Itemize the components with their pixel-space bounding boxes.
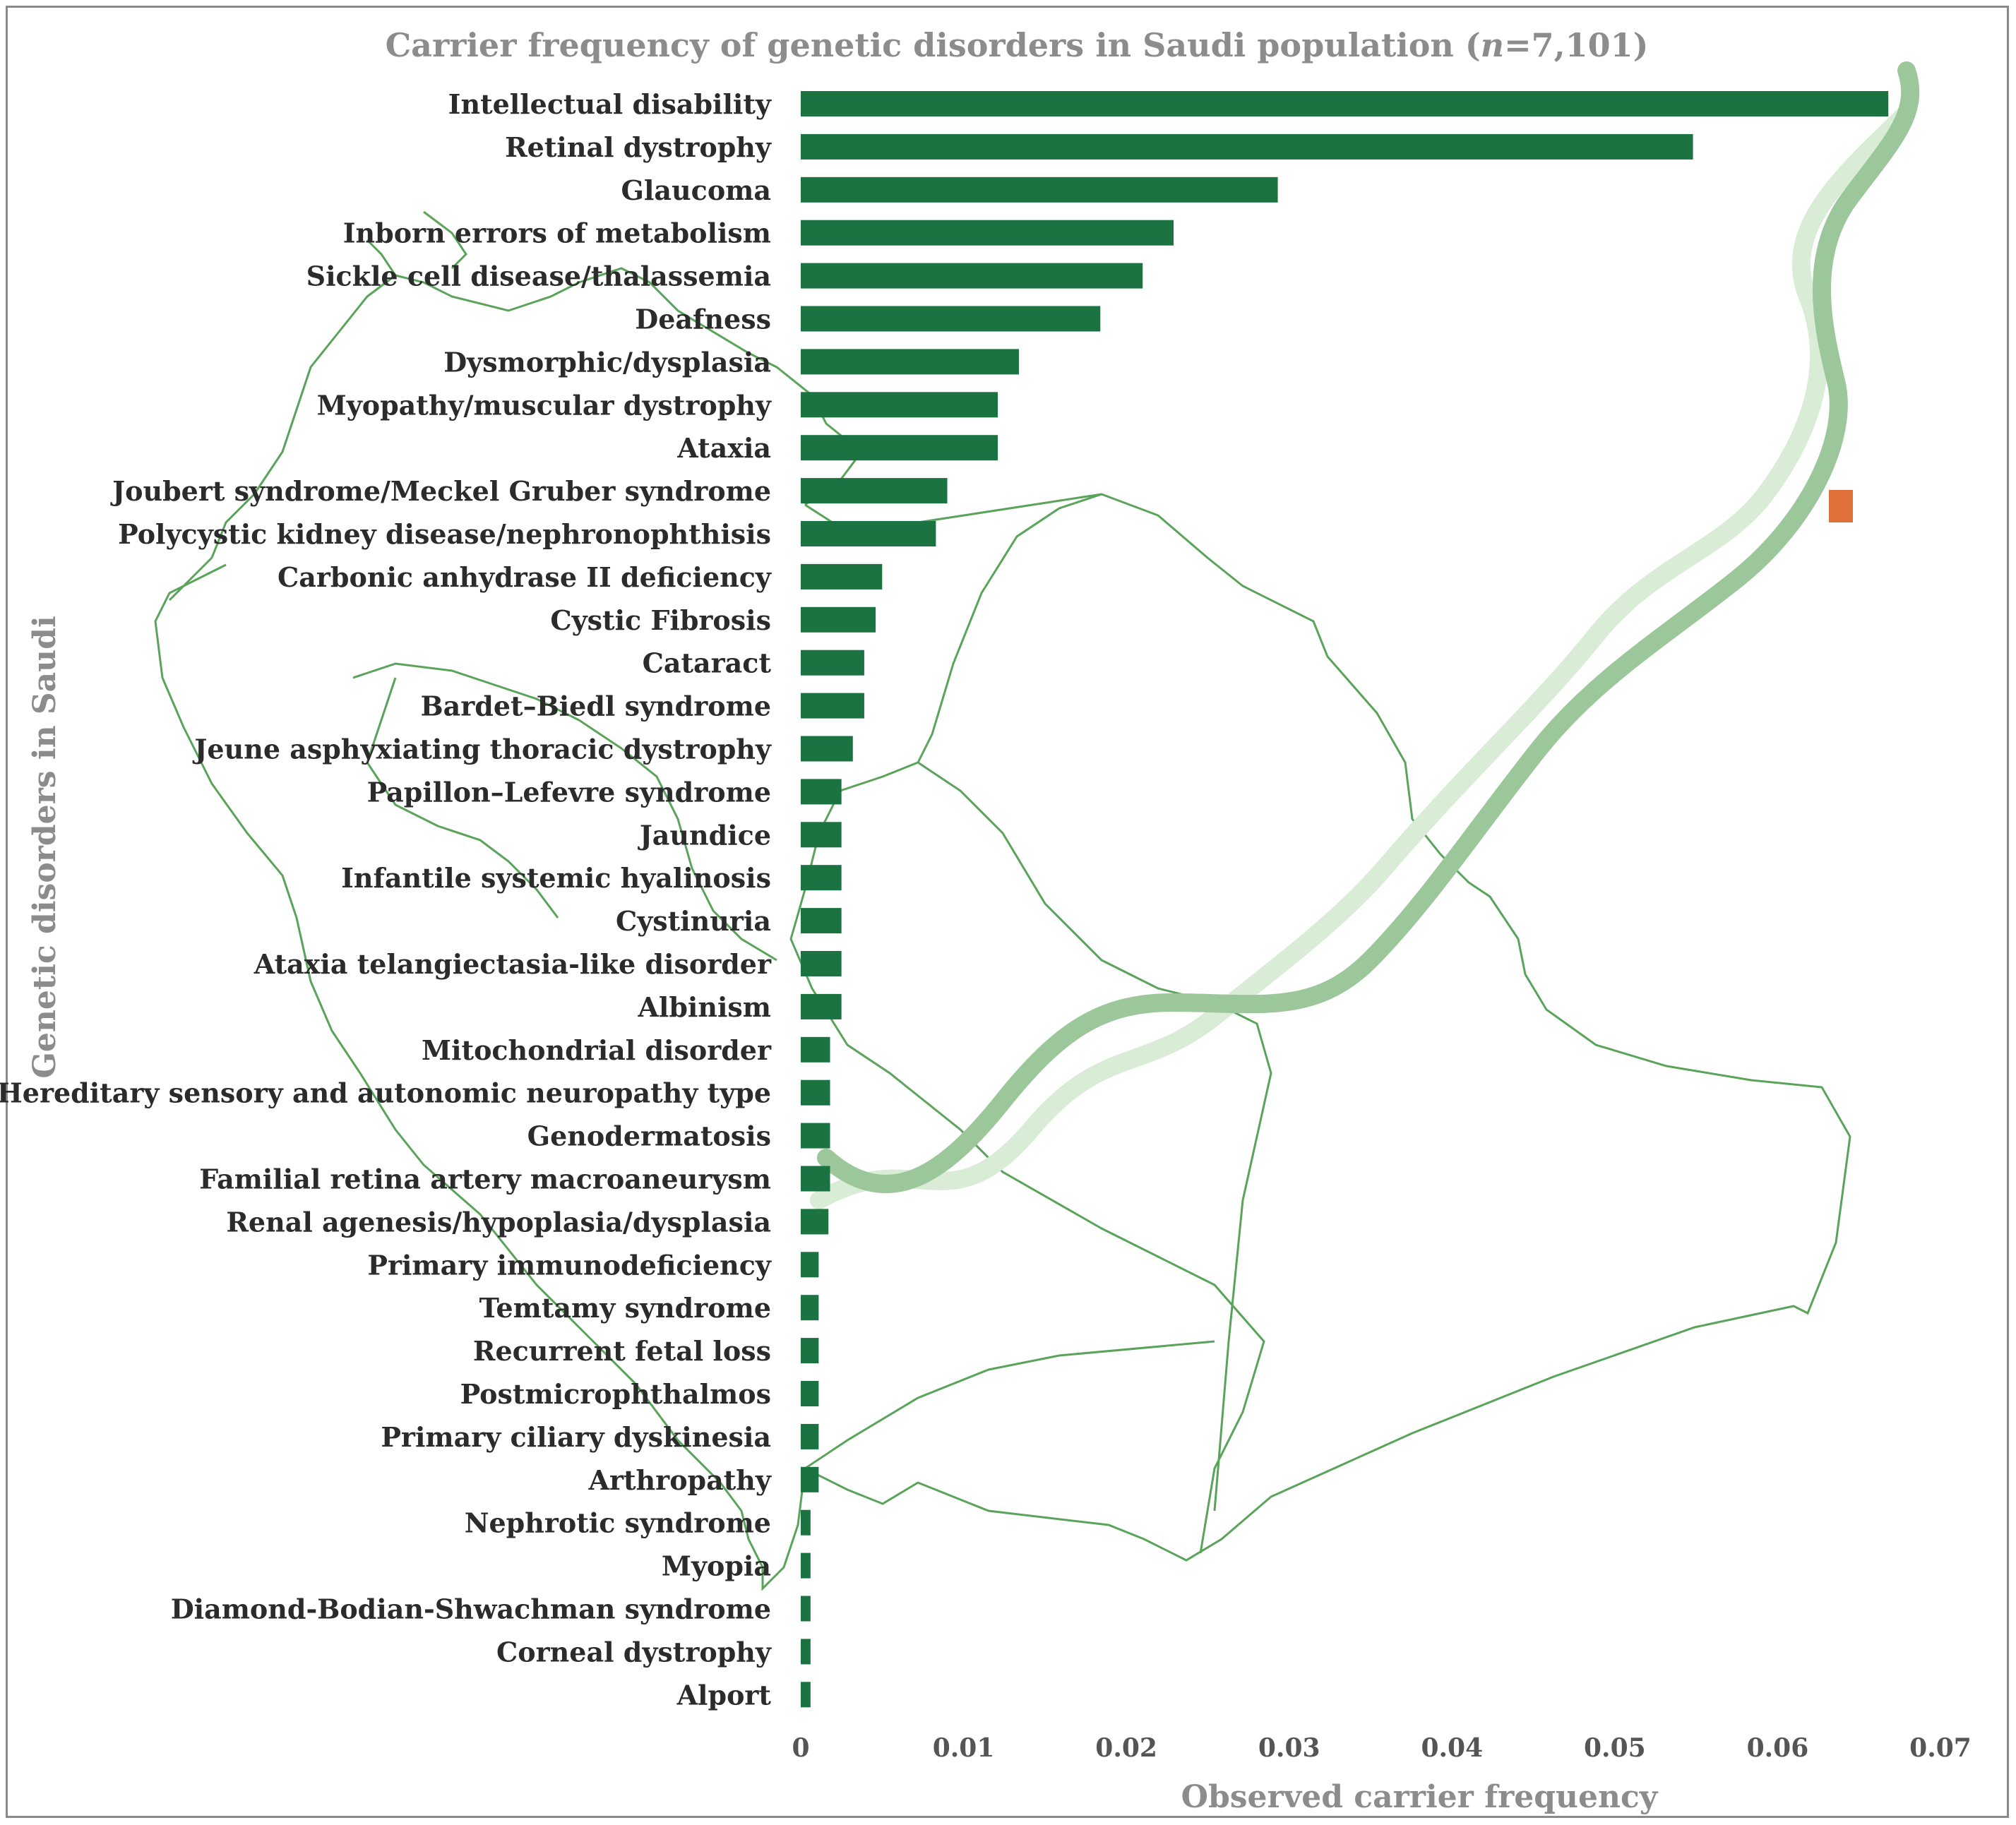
bar — [801, 606, 876, 633]
bar — [801, 1252, 819, 1278]
bar — [801, 263, 1143, 289]
category-label: Ataxia telangiectasia-like disorder — [254, 948, 772, 980]
category-label: Primary immunodeficiency — [367, 1249, 772, 1281]
bar — [801, 779, 842, 805]
category-label: Myopathy/muscular dystrophy — [317, 389, 772, 421]
bar — [801, 908, 842, 934]
bar — [801, 1381, 819, 1406]
category-label: Nephrotic syndrome — [465, 1507, 771, 1539]
bar — [801, 1509, 811, 1536]
bar — [801, 133, 1693, 160]
x-tick-label: 0.03 — [1258, 1733, 1320, 1763]
category-label: Recurrent fetal loss — [473, 1335, 771, 1367]
bar — [801, 1209, 829, 1235]
category-label: Deafness — [635, 304, 771, 335]
category-label: Jaundice — [638, 819, 771, 851]
category-label: Joubert syndrome/Meckel Gruber syndrome — [110, 475, 771, 507]
category-label: Sickle cell disease/thalassemia — [306, 261, 771, 292]
bar — [801, 1036, 830, 1063]
x-tick-label: 0.02 — [1095, 1733, 1157, 1763]
category-label: Intellectual disability — [448, 88, 772, 120]
category-label: Albinism — [637, 991, 771, 1023]
category-label: Hereditary sensory and autonomic neuropa… — [0, 1077, 771, 1109]
category-label: Arthropathy — [587, 1464, 771, 1496]
category-labels: Intellectual disability Retinal dystrophy… — [0, 88, 772, 1711]
category-label: Jeune asphyxiating thoracic dystrophy — [192, 734, 772, 765]
category-label: Temtamy syndrome — [479, 1292, 771, 1324]
bar-series — [801, 91, 1889, 1708]
category-label: Corneal dystrophy — [496, 1636, 772, 1668]
category-label: Infantile systemic hyalinosis — [341, 862, 771, 894]
category-label: Genodermatosis — [527, 1120, 771, 1152]
dna-highlight-marker — [1829, 490, 1853, 522]
category-label: Diamond-Bodian-Shwachman syndrome — [171, 1593, 771, 1625]
bar — [801, 736, 853, 762]
x-tick-label: 0.07 — [1909, 1733, 1972, 1763]
x-tick-label: 0 — [792, 1733, 809, 1763]
bar — [801, 521, 936, 546]
category-label: Glaucoma — [621, 174, 771, 206]
bar — [801, 1123, 830, 1149]
bar — [801, 1596, 811, 1622]
bar — [801, 306, 1101, 332]
category-label: Renal agenesis/hypoplasia/dysplasia — [226, 1206, 771, 1238]
category-label: Dysmorphic/dysplasia — [443, 346, 771, 378]
category-label: Bardet–Biedl syndrome — [421, 690, 771, 722]
bar — [801, 865, 842, 891]
bar — [801, 1295, 819, 1321]
bar — [801, 1682, 811, 1708]
background-dna-helix — [810, 61, 1920, 1209]
bar — [801, 349, 1019, 375]
bar — [801, 435, 998, 461]
bar — [801, 392, 998, 418]
y-axis-label: Genetic disorders in Saudi — [27, 616, 63, 1078]
x-tick-label: 0.05 — [1584, 1733, 1646, 1763]
category-label: Inborn errors of metabolism — [343, 217, 771, 249]
category-label: Alport — [676, 1679, 772, 1711]
x-axis-tick-labels: 0 0.01 0.02 0.03 0.04 0.05 0.06 0.07 — [792, 1733, 1971, 1763]
category-label: Mitochondrial disorder — [422, 1034, 772, 1066]
category-label: Polycystic kidney disease/nephronophthis… — [118, 518, 771, 550]
category-label: Papillon–Lefevre syndrome — [367, 776, 771, 808]
category-label: Cystic Fibrosis — [550, 604, 771, 636]
category-label: Familial retina artery macroaneurysm — [199, 1163, 771, 1195]
x-axis-label: Observed carrier frequency — [1181, 1779, 1659, 1815]
bar — [801, 176, 1278, 203]
bar — [801, 650, 864, 676]
bar — [801, 1338, 819, 1364]
category-label: Ataxia — [676, 432, 771, 464]
bar — [801, 822, 842, 848]
bar — [801, 1466, 819, 1492]
category-label: Postmicrophthalmos — [460, 1378, 771, 1410]
bar — [801, 220, 1174, 246]
category-label: Primary ciliary dyskinesia — [381, 1421, 771, 1453]
bar — [801, 1639, 811, 1665]
bar — [801, 91, 1889, 116]
x-tick-label: 0.06 — [1747, 1733, 1809, 1763]
category-label: Retinal dystrophy — [505, 131, 772, 163]
x-tick-label: 0.01 — [933, 1733, 995, 1763]
bar — [801, 1423, 819, 1449]
bar — [801, 478, 948, 504]
bar — [801, 693, 864, 719]
category-label: Carbonic anhydrase II deficiency — [278, 561, 772, 593]
bar — [801, 1552, 811, 1579]
bar — [801, 1166, 830, 1192]
bar — [801, 563, 883, 590]
category-label: Cataract — [643, 647, 772, 679]
bar — [801, 951, 842, 976]
category-label: Cystinuria — [616, 905, 771, 937]
category-label: Myopia — [662, 1550, 771, 1582]
bar — [801, 1079, 830, 1106]
x-tick-label: 0.04 — [1421, 1733, 1483, 1763]
bar — [801, 993, 842, 1019]
chart-title: Carrier frequency of genetic disorders i… — [386, 26, 1649, 64]
